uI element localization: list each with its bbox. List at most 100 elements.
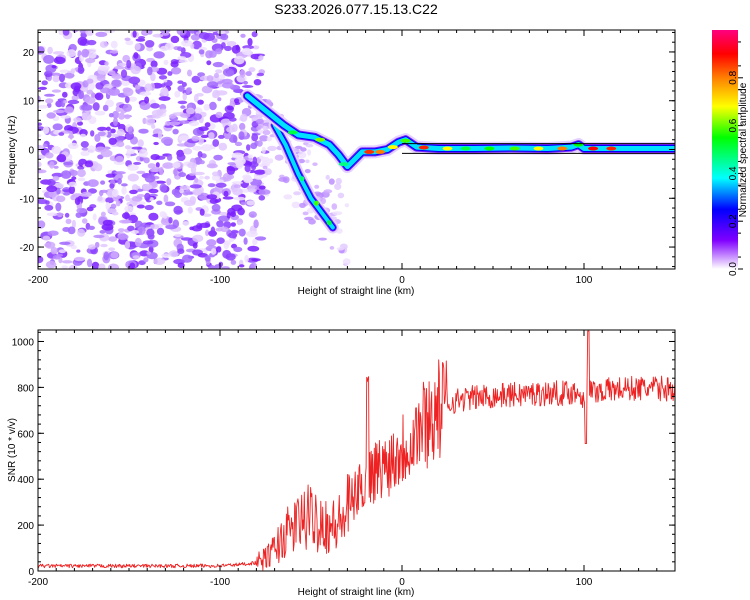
noise-blob [53, 165, 59, 169]
spectral-peak [314, 200, 319, 206]
noise-blob [142, 183, 153, 190]
noise-blob [258, 195, 266, 201]
noise-blob [127, 173, 139, 182]
colorbar-tick-label: 0.6 [728, 118, 739, 132]
spectral-peak [375, 149, 386, 154]
noise-blob [171, 67, 182, 75]
colorbar-label: Normalized spectral amplitude [738, 82, 749, 217]
noise-blob [312, 162, 318, 166]
noise-blob [70, 82, 82, 91]
noise-blob [145, 117, 156, 126]
noise-blob [116, 141, 125, 148]
noise-blob [161, 136, 173, 145]
noise-blob [305, 143, 314, 148]
noise-blob [99, 190, 104, 197]
noise-blob [225, 253, 236, 261]
noise-blob [81, 218, 88, 224]
noise-blob [156, 67, 168, 75]
noise-blob [231, 152, 244, 159]
noise-blob [262, 165, 268, 170]
noise-blob [160, 108, 167, 114]
noise-blob [229, 117, 237, 122]
noise-blob [187, 69, 192, 77]
noise-blob [77, 121, 83, 126]
noise-blob [59, 241, 71, 245]
noise-blob [160, 87, 169, 96]
noise-blob [329, 246, 335, 250]
noise-blob [74, 197, 81, 206]
noise-blob [250, 53, 261, 60]
noise-blob [199, 208, 205, 216]
noise-blob [95, 31, 108, 37]
noise-blob [217, 97, 222, 102]
noise-blob [124, 240, 131, 249]
noise-blob [133, 161, 142, 165]
noise-blob [77, 36, 88, 46]
noise-blob [240, 33, 246, 38]
noise-blob [154, 180, 166, 184]
noise-blob [187, 87, 192, 92]
noise-blob [158, 96, 171, 101]
noise-blob [149, 224, 160, 230]
noise-blob [42, 235, 51, 241]
noise-blob [65, 218, 72, 225]
noise-blob [166, 178, 172, 186]
noise-blob [183, 200, 196, 207]
noise-blob [113, 66, 125, 70]
noise-blob [51, 89, 62, 93]
spectral-peak [606, 146, 617, 151]
noise-blob [150, 72, 156, 82]
noise-blob [262, 162, 268, 167]
noise-blob [52, 175, 60, 181]
noise-blob [215, 227, 223, 232]
snr-y-tick-label: 1000 [12, 337, 35, 348]
noise-blob [206, 239, 217, 247]
noise-blob [337, 192, 345, 199]
noise-blob [206, 75, 214, 82]
noise-blob [135, 38, 146, 42]
chart-title: S233.2026.077.15.13.C22 [274, 1, 438, 17]
noise-blob [199, 160, 205, 165]
noise-blob [222, 82, 234, 89]
noise-blob [109, 183, 115, 189]
noise-blob [174, 233, 182, 237]
noise-blob [71, 219, 76, 229]
noise-blob [268, 158, 274, 164]
noise-blob [80, 150, 90, 157]
noise-blob [161, 32, 170, 36]
noise-blob [117, 62, 127, 67]
noise-blob [53, 56, 66, 65]
noise-blob [183, 148, 193, 155]
noise-blob [220, 118, 232, 126]
noise-blob [88, 225, 95, 230]
noise-blob [63, 72, 75, 79]
noise-blob [218, 134, 225, 139]
noise-blob [50, 72, 61, 77]
noise-blob [58, 132, 65, 136]
noise-blob [250, 262, 257, 269]
noise-blob [246, 230, 258, 238]
noise-blob [134, 237, 142, 247]
noise-blob [124, 37, 131, 41]
noise-blob [187, 206, 193, 214]
noise-blob [110, 203, 117, 209]
noise-blob [137, 139, 144, 148]
noise-blob [84, 96, 96, 104]
noise-blob [247, 245, 260, 252]
noise-blob [250, 214, 255, 218]
noise-blob [291, 201, 301, 209]
noise-blob [320, 197, 326, 205]
noise-blob [142, 224, 151, 228]
noise-blob [198, 32, 210, 40]
snr-y-axis: 0 200 400 600 800 1000 [12, 331, 675, 578]
snr-plot-area [38, 330, 675, 571]
noise-blob [61, 265, 68, 269]
noise-blob [253, 79, 262, 86]
noise-blob [77, 228, 86, 237]
noise-blob [244, 254, 249, 263]
noise-blob [81, 147, 89, 151]
noise-blob [104, 30, 115, 34]
noise-blob [203, 104, 210, 111]
noise-blob [218, 142, 228, 151]
noise-blob [218, 215, 230, 222]
